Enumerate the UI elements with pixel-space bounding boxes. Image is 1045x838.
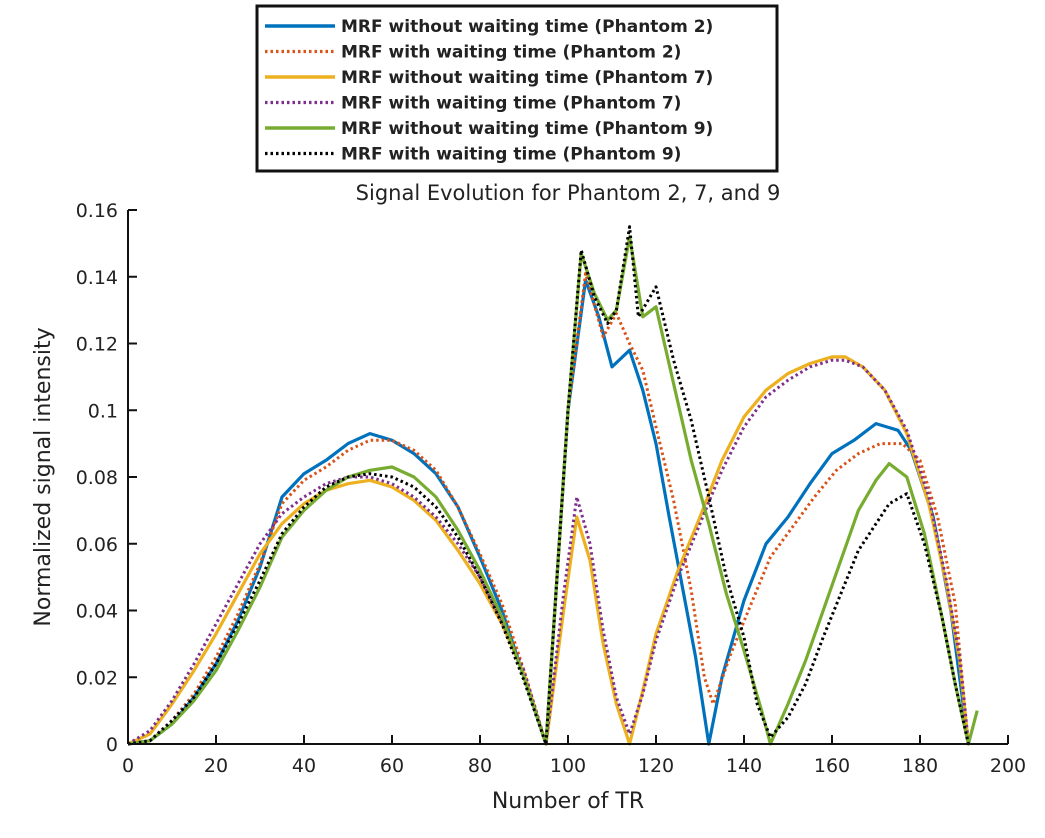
- series-line-1: [127, 278, 970, 746]
- y-tick-label: 0: [106, 734, 118, 756]
- y-tick-label: 0.1: [88, 400, 118, 422]
- y-tick-label: 0.12: [76, 334, 118, 356]
- series-line-4: [127, 358, 970, 746]
- series-line-6: [127, 225, 970, 746]
- x-tick-label: 180: [902, 755, 938, 777]
- y-axis-label: Normalized signal intensity: [31, 327, 56, 626]
- legend: MRF without waiting time (Phantom 2) MRF …: [255, 4, 779, 173]
- series-line-5: [127, 235, 979, 746]
- y-tick-label: 0.14: [76, 267, 118, 289]
- legend-label-1: MRF without waiting time (Phantom 2): [341, 17, 713, 37]
- legend-label-6: MRF with waiting time (Phantom 9): [341, 145, 681, 165]
- x-tick-label: 40: [292, 755, 316, 777]
- x-tick-label: 0: [122, 755, 134, 777]
- y-tick-label: 0.08: [76, 467, 118, 489]
- x-tick-label: 140: [726, 755, 762, 777]
- y-tick-label: 0.02: [76, 667, 118, 689]
- plot-area: [127, 225, 979, 746]
- y-tick-label: 0.04: [76, 601, 118, 623]
- legend-box: [255, 4, 779, 173]
- x-tick-label: 20: [204, 755, 228, 777]
- axes: 0 20 40 60 80 100 120 140 160 180 200 0 0.02 0.04 0.06…: [76, 200, 1026, 777]
- x-tick-label: 160: [814, 755, 850, 777]
- chart-title: Signal Evolution for Phantom 2, 7, and 9: [356, 181, 781, 205]
- x-tick-label: 80: [468, 755, 492, 777]
- legend-label-2: MRF with waiting time (Phantom 2): [341, 43, 681, 63]
- x-tick-label: 100: [550, 755, 586, 777]
- series-line-3: [127, 355, 970, 746]
- x-axis-label: Number of TR: [492, 789, 644, 814]
- y-tick-label: 0.16: [76, 200, 118, 222]
- legend-label-4: MRF with waiting time (Phantom 7): [341, 94, 681, 114]
- series-line-2: [127, 271, 970, 746]
- x-tick-label: 60: [380, 755, 404, 777]
- x-tick-label: 120: [638, 755, 674, 777]
- x-tick-label: 200: [990, 755, 1026, 777]
- legend-label-3: MRF without waiting time (Phantom 7): [341, 68, 713, 88]
- legend-label-5: MRF without waiting time (Phantom 9): [341, 119, 713, 139]
- y-tick-label: 0.06: [76, 534, 118, 556]
